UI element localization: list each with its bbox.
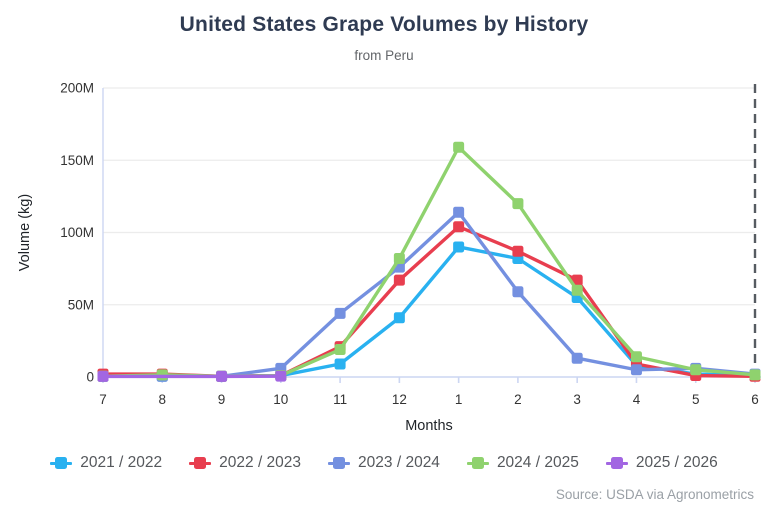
x-tick-label: 6 — [751, 392, 759, 407]
series-marker — [512, 245, 524, 257]
y-axis-title-text: Volume (kg) — [17, 194, 33, 271]
series-marker — [97, 370, 109, 382]
x-tick-label: 4 — [633, 392, 641, 407]
series-marker — [453, 241, 465, 253]
series-line — [101, 145, 757, 378]
series-marker — [571, 352, 583, 364]
series-plot — [97, 141, 761, 382]
legend-marker-icon — [605, 457, 628, 470]
legend-marker-icon — [466, 457, 489, 470]
y-tick-label: 0 — [86, 370, 94, 385]
y-axis-labels: 0 50M 100M 150M 200M — [60, 81, 94, 385]
x-tick-label: 1 — [455, 392, 463, 407]
series-marker — [334, 358, 346, 370]
x-tick-label: 5 — [692, 392, 700, 407]
series-marker — [275, 370, 287, 382]
series-marker — [749, 369, 761, 381]
series-marker — [216, 370, 228, 382]
x-axis-title-text: Months — [405, 418, 453, 434]
series-marker — [393, 312, 405, 324]
legend-label: 2025 / 2026 — [635, 454, 718, 471]
legend-marker-icon — [328, 457, 351, 470]
legend-item[interactable]: 2024 / 2025 — [466, 454, 579, 472]
series-marker — [512, 286, 524, 298]
x-axis-labels: 7 8 9 10 11 12 1 2 3 4 5 6 — [99, 392, 759, 407]
legend-item[interactable]: 2022 / 2023 — [189, 454, 301, 472]
legend: 2021 / 2022 2022 / 2023 2023 / 2024 2024 / … — [0, 454, 768, 472]
y-tick-label: 200M — [60, 81, 94, 96]
x-tick-label: 8 — [159, 392, 167, 407]
x-tick-label: 9 — [218, 392, 226, 407]
series-marker — [690, 364, 702, 376]
legend-item[interactable]: 2021 / 2022 — [50, 454, 162, 472]
y-tick-label: 150M — [60, 153, 94, 168]
x-tick-label: 3 — [573, 392, 581, 407]
legend-marker-icon — [189, 457, 212, 470]
legend-label: 2023 / 2024 — [358, 454, 440, 471]
series-marker — [334, 344, 346, 356]
chart-title: United States Grape Volumes by History — [179, 13, 589, 36]
legend-item[interactable]: 2025 / 2026 — [605, 454, 718, 472]
x-tick-label: 2 — [514, 392, 522, 407]
series-marker — [334, 307, 346, 319]
x-tick-label: 7 — [99, 392, 107, 407]
y-axis-title: Volume (kg) — [17, 194, 33, 271]
x-tick-label: 12 — [392, 392, 407, 407]
series-marker — [630, 364, 642, 376]
legend-label: 2022 / 2023 — [219, 454, 302, 471]
legend-label: 2024 / 2025 — [496, 454, 579, 471]
x-tick-label: 10 — [273, 392, 288, 407]
series-line — [101, 245, 757, 378]
y-tick-label: 100M — [60, 225, 94, 240]
legend-item[interactable]: 2023 / 2024 — [328, 454, 440, 472]
series-marker — [453, 221, 465, 233]
series-line — [101, 210, 757, 378]
x-axis-title: Months — [405, 418, 453, 434]
series-line — [101, 225, 757, 378]
series-marker — [453, 206, 465, 218]
series-marker — [453, 141, 465, 153]
y-tick-label: 50M — [68, 297, 94, 312]
series-marker — [630, 351, 642, 363]
chart-subtitle: from Peru — [354, 48, 414, 63]
legend-marker-icon — [50, 457, 73, 470]
series-marker — [512, 198, 524, 210]
legend-label: 2021 / 2022 — [80, 454, 163, 471]
series-marker — [571, 284, 583, 296]
series-marker — [393, 274, 405, 286]
series-marker — [571, 274, 583, 286]
source-credit: Source: USDA via Agronometrics — [555, 487, 754, 502]
series-marker — [393, 253, 405, 265]
gridlines — [103, 87, 755, 306]
x-tick-label: 11 — [333, 392, 347, 407]
